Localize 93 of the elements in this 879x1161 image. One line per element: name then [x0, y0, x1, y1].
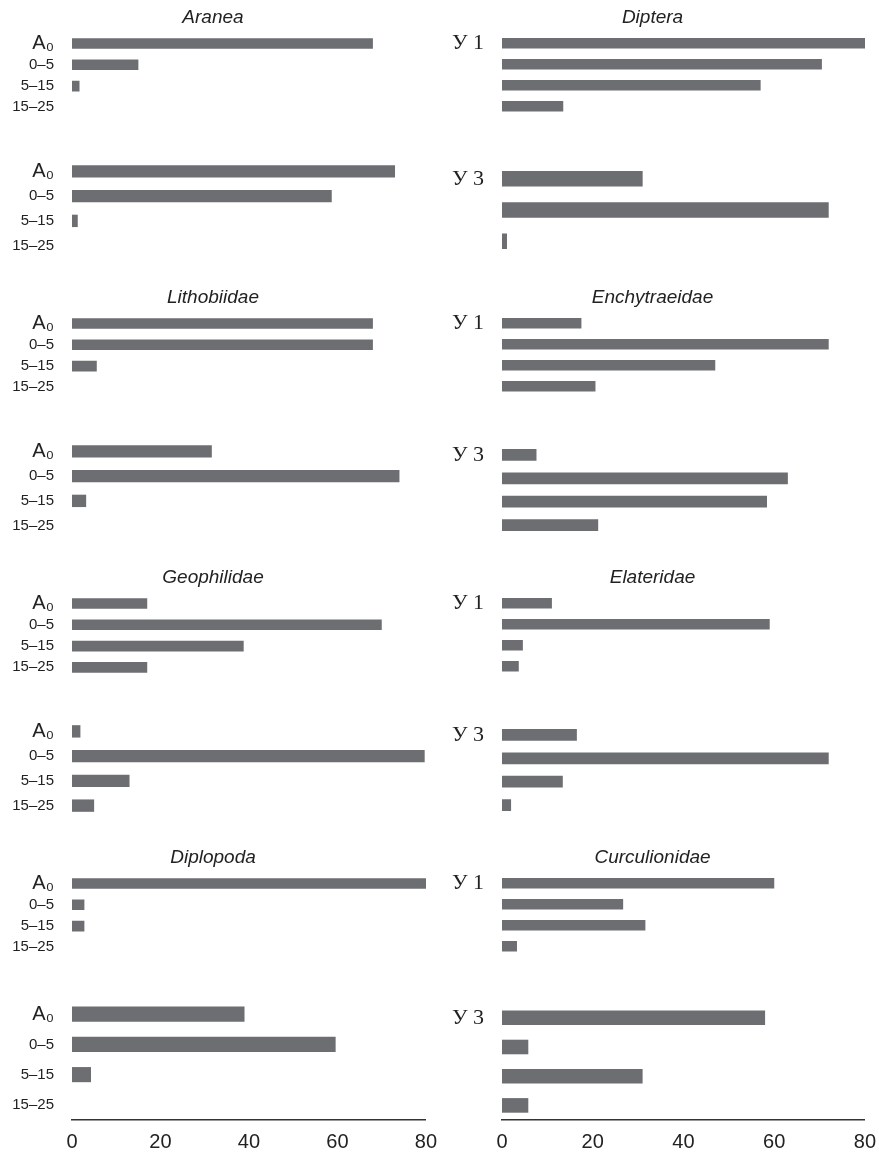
bar	[502, 598, 552, 609]
y-tick-label: A₀	[32, 870, 54, 893]
bar	[502, 899, 624, 910]
y-tick-label: У 3	[451, 164, 484, 190]
bar	[502, 38, 865, 49]
y-tick-label: 15–25	[12, 515, 54, 533]
y-tick-label: 0–5	[28, 1034, 54, 1052]
y-tick-label: У 3	[451, 720, 484, 746]
x-tick-label: 40	[672, 1129, 695, 1152]
y-tick-label: A₀	[32, 438, 54, 461]
x-tick-label: 0	[496, 1129, 508, 1152]
y-tick-label: 0–5	[28, 614, 54, 632]
y-tick-label: 5–15	[20, 356, 54, 374]
bar	[502, 1068, 643, 1084]
y-tick-label: A₀	[32, 718, 54, 741]
bar	[502, 339, 829, 350]
bar	[502, 519, 599, 531]
chart-title: Curculionidae	[594, 845, 711, 867]
y-tick-label: 0–5	[28, 54, 54, 72]
x-tick-label: 80	[414, 1129, 437, 1152]
y-tick-label: 15–25	[12, 97, 54, 115]
y-tick-label: У 3	[451, 1003, 484, 1029]
x-tick-label: 20	[149, 1129, 172, 1152]
bar	[502, 360, 716, 371]
y-tick-label: A₀	[32, 590, 54, 613]
bar	[502, 472, 788, 485]
bar	[502, 1039, 529, 1055]
chart-title: Diplopoda	[170, 845, 256, 867]
y-tick-label: 0–5	[28, 746, 54, 764]
bar	[502, 920, 646, 931]
y-tick-label: 0–5	[28, 186, 54, 204]
chart-title: Geophilidae	[162, 565, 264, 587]
bar	[72, 749, 425, 763]
y-tick-label: У 1	[451, 309, 484, 335]
x-tick-label: 20	[581, 1129, 604, 1152]
bar	[502, 878, 775, 889]
x-tick-label: 60	[763, 1129, 786, 1152]
y-tick-label: 0–5	[28, 334, 54, 352]
y-tick-label: 0–5	[28, 894, 54, 912]
y-tick-label: 5–15	[20, 76, 54, 94]
chart-title: Lithobiidae	[167, 285, 259, 307]
y-tick-label: 0–5	[28, 466, 54, 484]
y-tick-label: У 3	[451, 440, 484, 466]
bar	[502, 449, 537, 461]
bar	[502, 640, 523, 651]
y-tick-label: 15–25	[12, 795, 54, 813]
bar	[72, 1067, 92, 1083]
y-tick-label: 5–15	[20, 491, 54, 509]
bar	[502, 799, 512, 811]
y-tick-label: 5–15	[20, 916, 54, 934]
chart-title: Diptera	[621, 5, 684, 27]
bar	[502, 752, 829, 765]
y-tick-label: 15–25	[12, 235, 54, 253]
bar	[502, 1010, 766, 1026]
y-tick-label: A₀	[32, 1001, 54, 1024]
y-tick-label: 15–25	[12, 377, 54, 395]
bar	[502, 661, 519, 672]
chart-title: Enchytraeidae	[591, 285, 714, 307]
bar	[72, 799, 95, 812]
y-tick-label: A₀	[32, 158, 54, 181]
x-tick-label: 40	[237, 1129, 261, 1152]
y-tick-label: A₀	[32, 310, 54, 333]
bar	[72, 1006, 245, 1022]
y-tick-label: 15–25	[12, 657, 54, 675]
bar	[72, 774, 130, 788]
bar	[502, 1098, 529, 1113]
y-tick-label: У 1	[451, 29, 484, 55]
y-tick-label: 15–25	[12, 937, 54, 955]
chart-title: Elateridae	[609, 565, 696, 587]
y-tick-label: A₀	[32, 30, 54, 53]
bar	[72, 725, 81, 738]
chart-title: Aranea	[181, 5, 244, 27]
y-tick-label: 5–15	[20, 771, 54, 789]
bar	[502, 80, 761, 91]
y-tick-label: 15–25	[12, 1095, 54, 1113]
x-tick-label: 60	[326, 1129, 349, 1152]
bar	[502, 775, 563, 788]
bar	[502, 495, 767, 508]
x-tick-label: 0	[66, 1129, 78, 1152]
bar	[502, 381, 596, 392]
y-tick-label: У 1	[451, 869, 484, 895]
bar	[502, 729, 577, 741]
y-tick-label: 5–15	[20, 636, 54, 654]
bar	[502, 941, 517, 952]
bar	[72, 1036, 336, 1052]
bar	[502, 101, 564, 112]
x-tick-label: 80	[853, 1129, 876, 1152]
bar	[502, 318, 582, 329]
bar	[502, 619, 770, 630]
y-tick-label: 5–15	[20, 211, 54, 229]
bar	[502, 59, 822, 70]
y-tick-label: 5–15	[20, 1064, 54, 1082]
y-tick-label: У 1	[451, 589, 484, 615]
